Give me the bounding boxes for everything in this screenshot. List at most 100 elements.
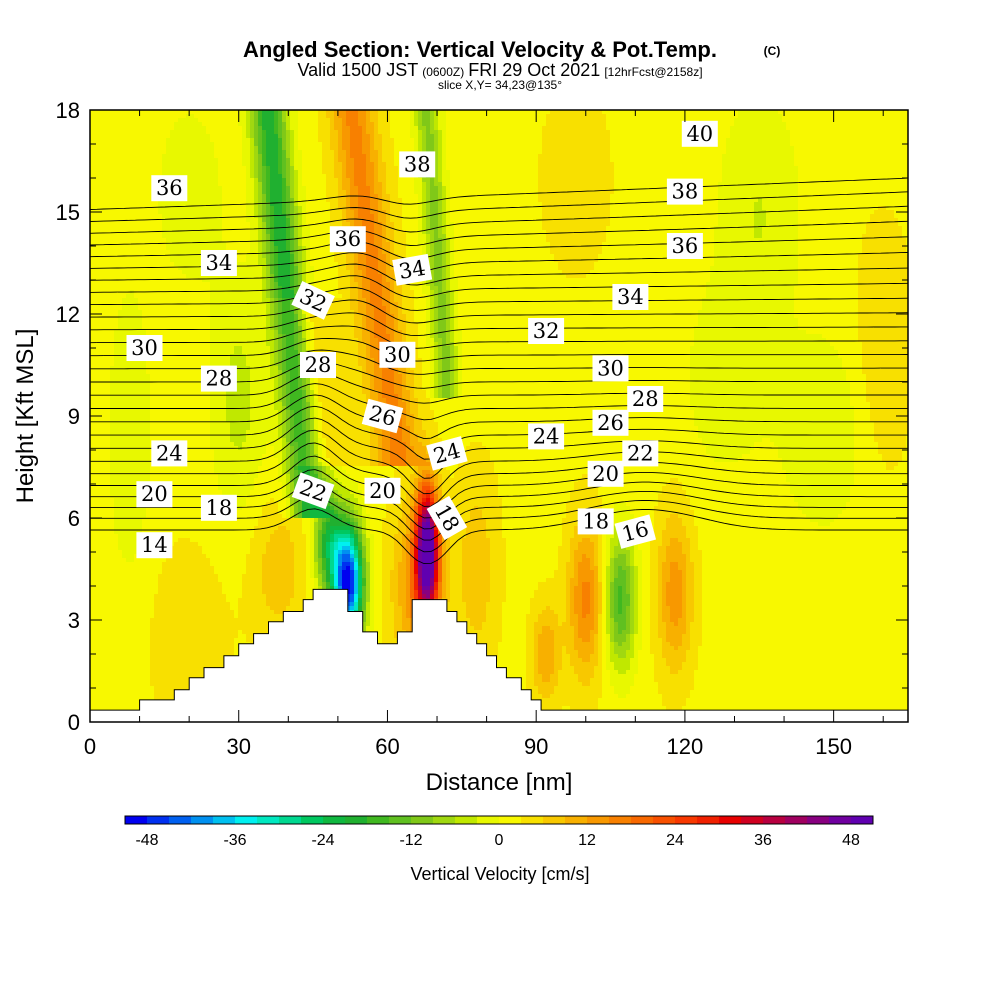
velocity-cell (186, 130, 191, 135)
velocity-cell (294, 138, 299, 143)
velocity-cell (130, 146, 135, 151)
velocity-cell (306, 166, 311, 171)
velocity-cell (882, 158, 887, 163)
velocity-cell (794, 174, 799, 179)
velocity-cell (834, 162, 839, 167)
velocity-cell (806, 138, 811, 143)
velocity-cell (262, 142, 267, 147)
velocity-cell (182, 154, 187, 159)
velocity-cell (390, 166, 395, 171)
velocity-cell (886, 166, 891, 171)
velocity-cell (654, 114, 659, 119)
velocity-cell (298, 114, 303, 119)
velocity-cell (302, 142, 307, 147)
velocity-cell (634, 146, 639, 151)
velocity-cell (146, 114, 151, 119)
velocity-cell (178, 122, 183, 127)
velocity-cell (666, 158, 671, 163)
velocity-cell (842, 138, 847, 143)
velocity-cell (838, 150, 843, 155)
velocity-cell (618, 122, 623, 127)
velocity-cell (126, 174, 131, 179)
velocity-cell (662, 146, 667, 151)
velocity-cell (498, 138, 503, 143)
velocity-cell (734, 174, 739, 179)
velocity-cell (842, 158, 847, 163)
velocity-cell (534, 162, 539, 167)
velocity-cell (630, 158, 635, 163)
velocity-cell (194, 158, 199, 163)
velocity-cell (682, 150, 687, 155)
velocity-cell (178, 158, 183, 163)
velocity-cell (206, 166, 211, 171)
velocity-cell (530, 174, 535, 179)
velocity-cell (110, 126, 115, 131)
velocity-cell (386, 170, 391, 175)
velocity-cell (782, 138, 787, 143)
velocity-cell (734, 158, 739, 163)
velocity-cell (542, 158, 547, 163)
velocity-cell (318, 134, 323, 139)
velocity-cell (566, 126, 571, 131)
velocity-cell (694, 158, 699, 163)
velocity-cell (182, 142, 187, 147)
velocity-cell (238, 126, 243, 131)
velocity-cell (666, 114, 671, 119)
velocity-cell (210, 122, 215, 127)
velocity-cell (434, 118, 439, 123)
velocity-cell (334, 166, 339, 171)
velocity-cell (490, 150, 495, 155)
velocity-cell (474, 150, 479, 155)
velocity-cell (402, 126, 407, 131)
velocity-cell (562, 138, 567, 143)
velocity-cell (898, 166, 903, 171)
velocity-cell (498, 158, 503, 163)
velocity-cell (894, 142, 899, 147)
velocity-cell (298, 154, 303, 159)
velocity-cell (742, 158, 747, 163)
velocity-cell (222, 162, 227, 167)
velocity-cell (826, 142, 831, 147)
velocity-cell (538, 174, 543, 179)
velocity-cell (590, 170, 595, 175)
velocity-cell (726, 134, 731, 139)
velocity-cell (810, 114, 815, 119)
velocity-cell (454, 170, 459, 175)
velocity-cell (326, 118, 331, 123)
velocity-cell (582, 126, 587, 131)
velocity-cell (510, 154, 515, 159)
velocity-cell (98, 134, 103, 139)
velocity-cell (802, 146, 807, 151)
velocity-cell (558, 150, 563, 155)
velocity-cell (118, 126, 123, 131)
velocity-cell (478, 146, 483, 151)
velocity-cell (338, 118, 343, 123)
velocity-cell (346, 130, 351, 135)
velocity-cell (706, 162, 711, 167)
velocity-cell (878, 166, 883, 171)
velocity-cell (546, 174, 551, 179)
velocity-cell (302, 162, 307, 167)
velocity-cell (302, 122, 307, 127)
velocity-cell (106, 150, 111, 155)
velocity-cell (286, 174, 291, 179)
velocity-cell (414, 142, 419, 147)
velocity-cell (746, 130, 751, 135)
velocity-cell (822, 118, 827, 123)
velocity-cell (546, 114, 551, 119)
velocity-cell (490, 154, 495, 159)
velocity-cell (182, 162, 187, 167)
velocity-cell (446, 118, 451, 123)
velocity-cell (438, 138, 443, 143)
velocity-cell (190, 158, 195, 163)
velocity-cell (138, 166, 143, 171)
velocity-cell (670, 162, 675, 167)
velocity-cell (750, 174, 755, 179)
velocity-cell (198, 118, 203, 123)
velocity-cell (198, 166, 203, 171)
velocity-cell (586, 174, 591, 179)
velocity-cell (726, 174, 731, 179)
velocity-cell (154, 154, 159, 159)
velocity-cell (442, 114, 447, 119)
velocity-cell (822, 170, 827, 175)
